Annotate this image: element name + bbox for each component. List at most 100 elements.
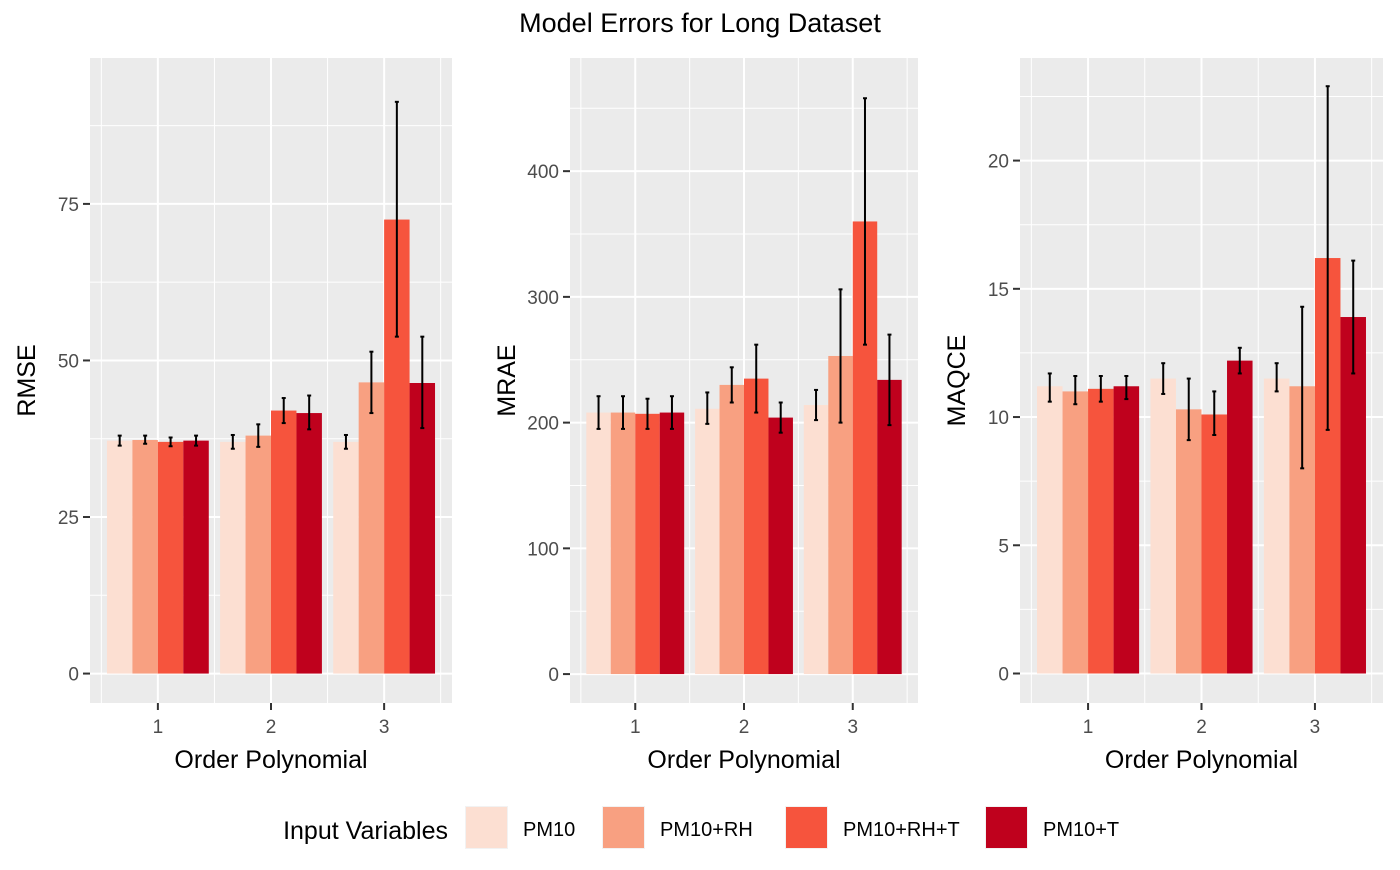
bar-pm10-rh-t-order-2 xyxy=(271,410,297,674)
y-tick-label: 5 xyxy=(998,536,1009,557)
bar-pm10-t-order-3 xyxy=(877,379,902,675)
bar-pm10-t-order-2 xyxy=(768,417,793,675)
legend-label: PM10+T xyxy=(1043,819,1119,841)
panel-mrae: 0 100 200 300 400 1 2 3 Order Polynomial MRAE xyxy=(493,58,918,774)
error-bar xyxy=(596,395,601,430)
bar-pm10-rh-t-order-2 xyxy=(1201,414,1228,674)
bar-pm10-t-order-2 xyxy=(1227,360,1253,674)
x-tick-label: 1 xyxy=(1083,717,1094,738)
error-bar xyxy=(1047,372,1052,403)
error-bar xyxy=(117,434,122,447)
error-bar xyxy=(838,288,843,424)
bar-pm10-rh-t-order-1 xyxy=(1088,388,1114,674)
x-axis: 1 2 3 xyxy=(630,703,858,738)
x-axis-title: Order Polynomial xyxy=(174,746,367,774)
error-bar xyxy=(1351,259,1356,375)
y-axis: 0 25 50 75 xyxy=(58,195,90,686)
error-bar xyxy=(1325,85,1330,431)
bar-pm10-rh-order-1 xyxy=(610,412,636,675)
error-bar xyxy=(1237,346,1242,375)
bar-pm10-t-order-3 xyxy=(409,383,436,674)
y-tick-label: 10 xyxy=(988,408,1009,429)
error-bar xyxy=(307,394,312,431)
x-tick-label: 2 xyxy=(266,717,277,738)
y-tick-label: 400 xyxy=(527,162,559,183)
error-bar xyxy=(754,343,759,414)
error-bar xyxy=(1124,375,1129,401)
error-bar xyxy=(194,434,199,447)
bar-pm10-order-1 xyxy=(586,412,611,675)
bar-pm10-rh-order-3 xyxy=(358,382,385,674)
x-tick-label: 3 xyxy=(379,717,390,738)
bar-pm10-order-3 xyxy=(333,441,359,674)
legend-entry-pm10: PM10 xyxy=(465,806,575,849)
y-tick-label: 0 xyxy=(998,665,1009,686)
bar-pm10-order-2 xyxy=(220,441,246,674)
x-tick-label: 1 xyxy=(630,717,641,738)
legend-swatch xyxy=(603,807,644,848)
bar-pm10-t-order-1 xyxy=(659,412,685,675)
bar-pm10-rh-order-2 xyxy=(1175,409,1202,674)
x-axis-title: Order Polynomial xyxy=(1105,746,1298,774)
legend-entry-pm10-rh: PM10+RH xyxy=(602,806,753,849)
error-bar xyxy=(168,436,173,448)
x-tick-label: 1 xyxy=(153,717,164,738)
error-bar xyxy=(621,395,626,430)
x-tick-label: 3 xyxy=(847,717,858,738)
legend-swatch xyxy=(466,807,507,848)
error-bar xyxy=(1274,362,1279,393)
bar-pm10-order-3 xyxy=(803,405,829,675)
legend-swatch xyxy=(786,807,827,848)
error-bar xyxy=(1212,390,1217,436)
bars xyxy=(106,219,436,674)
error-bars xyxy=(596,97,892,434)
legend-label: PM10+RH+T xyxy=(843,819,960,841)
y-tick-label: 75 xyxy=(58,195,79,216)
chart-legend: Input Variables PM10 PM10+RH PM10+RH+T PM10… xyxy=(283,806,1119,849)
y-axis: 0 100 200 300 400 xyxy=(527,162,570,686)
bar-pm10-order-1 xyxy=(1037,386,1063,674)
legend-swatch xyxy=(986,807,1027,848)
bar-pm10-order-3 xyxy=(1263,378,1290,674)
error-bar xyxy=(1300,305,1305,470)
y-tick-label: 300 xyxy=(527,288,559,309)
error-bar xyxy=(1161,362,1166,395)
error-bar xyxy=(230,433,235,450)
error-bar xyxy=(1098,375,1103,403)
x-tick-label: 2 xyxy=(1196,717,1207,738)
error-bar xyxy=(420,335,425,430)
y-tick-label: 20 xyxy=(988,152,1009,173)
legend-items: PM10 PM10+RH PM10+RH+T PM10+T xyxy=(465,806,1119,849)
error-bar xyxy=(256,423,261,448)
bar-pm10-rh-t-order-1 xyxy=(157,441,184,674)
error-bar xyxy=(1186,377,1191,442)
bar-pm10-order-1 xyxy=(106,440,133,674)
bar-pm10-rh-order-2 xyxy=(245,435,271,674)
y-tick-label: 0 xyxy=(548,665,559,686)
error-bar xyxy=(369,350,374,415)
y-tick-label: 200 xyxy=(527,414,559,435)
legend-title: Input Variables xyxy=(283,817,448,845)
y-tick-label: 25 xyxy=(58,508,79,529)
y-tick-label: 15 xyxy=(988,280,1009,301)
bar-pm10-t-order-3 xyxy=(1340,317,1366,674)
chart-title: Model Errors for Long Dataset xyxy=(519,8,881,38)
x-axis-title: Order Polynomial xyxy=(647,746,840,774)
panel-rmse: 0 25 50 75 1 2 3 Order Polynomial RMSE xyxy=(13,58,452,774)
error-bar xyxy=(1073,375,1078,406)
bar-pm10-rh-order-1 xyxy=(1062,391,1089,674)
legend-entry-pm10-t: PM10+T xyxy=(985,806,1119,849)
y-axis-title: RMSE xyxy=(13,344,41,416)
bar-pm10-t-order-2 xyxy=(296,413,322,674)
error-bar xyxy=(778,401,783,434)
bar-pm10-t-order-1 xyxy=(1113,386,1140,674)
y-axis-title: MAQCE xyxy=(943,335,971,427)
error-bars xyxy=(117,100,425,450)
panel-maqce: 0 5 10 15 20 1 2 3 Order Polynomial MAQCE xyxy=(943,58,1383,774)
x-axis: 1 2 3 xyxy=(153,703,390,738)
y-tick-label: 50 xyxy=(58,351,79,372)
bar-pm10-order-2 xyxy=(1150,378,1176,674)
